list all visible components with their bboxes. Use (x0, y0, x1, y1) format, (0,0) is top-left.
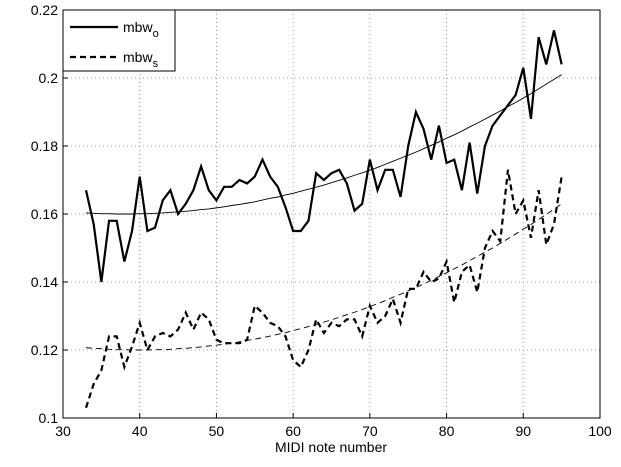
legend-subscript: o (153, 28, 159, 40)
y-tick-label: 0.18 (31, 138, 58, 154)
y-tick-label: 0.2 (39, 70, 59, 86)
series-line (84, 169, 563, 409)
x-tick-label: 90 (515, 423, 531, 439)
series-line (84, 30, 563, 283)
series-line (85, 74, 562, 215)
legend-label: mbwo (123, 19, 159, 40)
x-tick-label: 70 (362, 423, 378, 439)
x-axis-label: MIDI note number (275, 439, 387, 455)
y-tick-label: 0.12 (31, 342, 58, 358)
x-tick-label: 100 (588, 423, 612, 439)
plot-frame (62, 9, 601, 419)
legend-name: mbw (123, 19, 153, 35)
x-tick-label: 50 (209, 423, 225, 439)
x-tick-label: 30 (55, 423, 71, 439)
x-tick-label: 60 (285, 423, 301, 439)
x-tick-label: 40 (132, 423, 148, 439)
series-line (85, 203, 562, 351)
y-tick-label: 0.22 (31, 2, 58, 18)
legend-name: mbw (123, 49, 153, 65)
y-tick-label: 0.1 (39, 410, 59, 426)
x-tick-label: 80 (439, 423, 455, 439)
legend-label: mbws (123, 49, 159, 70)
y-tick-label: 0.14 (31, 274, 58, 290)
legend-box (62, 9, 176, 72)
legend-subscript: s (153, 58, 159, 70)
y-tick-label: 0.16 (31, 206, 58, 222)
